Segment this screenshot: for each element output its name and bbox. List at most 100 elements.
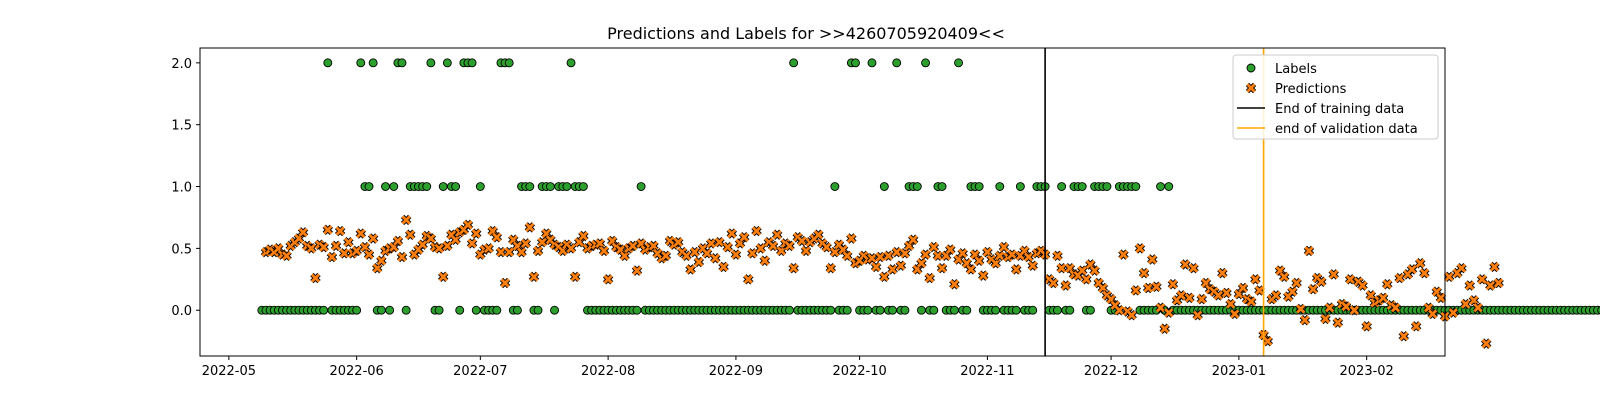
prediction-point bbox=[1180, 259, 1191, 270]
axis-ticks: 0.0 0.5 1.0 1.5 2.0 2022-05 2022-06 2022-07 2022… bbox=[171, 57, 1394, 379]
label-point bbox=[492, 305, 502, 315]
legend-label: End of training data bbox=[1275, 102, 1404, 117]
label-point bbox=[1065, 305, 1075, 315]
label-point bbox=[879, 182, 889, 191]
prediction-point bbox=[367, 233, 379, 244]
label-point bbox=[1077, 182, 1087, 191]
label-point bbox=[352, 305, 362, 315]
prediction-point bbox=[1476, 274, 1488, 285]
prediction-point bbox=[1340, 301, 1352, 312]
prediction-point bbox=[1419, 267, 1430, 279]
prediction-point bbox=[1410, 321, 1422, 332]
prediction-point bbox=[1489, 261, 1500, 273]
prediction-point bbox=[1435, 292, 1447, 304]
label-point bbox=[937, 182, 947, 191]
label-point bbox=[954, 58, 963, 68]
prediction-point bbox=[578, 230, 589, 242]
label-point bbox=[900, 305, 910, 315]
prediction-point bbox=[462, 219, 474, 231]
prediction-point bbox=[450, 234, 461, 245]
prediction-point bbox=[1196, 293, 1207, 305]
prediction-point bbox=[1081, 274, 1092, 285]
prediction-point bbox=[1097, 282, 1109, 294]
prediction-point bbox=[887, 264, 898, 275]
label-point bbox=[385, 305, 395, 315]
x-tick-label: 2022-12 bbox=[1084, 364, 1138, 379]
prediction-point bbox=[945, 244, 956, 255]
label-point bbox=[842, 305, 852, 315]
label-point bbox=[368, 58, 378, 68]
label-point bbox=[550, 305, 559, 315]
prediction-point bbox=[396, 251, 408, 263]
label-point bbox=[974, 182, 984, 191]
prediction-point bbox=[829, 246, 841, 258]
label-point bbox=[533, 305, 543, 315]
prediction-point bbox=[1332, 317, 1344, 328]
prediction-point bbox=[1114, 305, 1125, 316]
prediction-point bbox=[392, 235, 404, 247]
label-point bbox=[434, 305, 444, 315]
prediction-point bbox=[1287, 286, 1298, 297]
prediction-point bbox=[1291, 277, 1302, 289]
prediction-point bbox=[1147, 254, 1158, 265]
prediction-point bbox=[1328, 269, 1339, 280]
prediction-point bbox=[714, 236, 725, 248]
prediction-point bbox=[339, 248, 350, 259]
legend: Labels Predictions End of training data end… bbox=[1232, 54, 1439, 140]
prediction-point bbox=[524, 222, 536, 233]
label-point bbox=[1011, 305, 1021, 315]
prediction-point bbox=[594, 238, 606, 249]
prediction-point bbox=[1320, 313, 1331, 325]
prediction-point bbox=[883, 250, 894, 262]
label-point bbox=[422, 182, 432, 191]
prediction-point bbox=[776, 245, 787, 257]
label-point bbox=[364, 182, 374, 191]
prediction-point bbox=[846, 233, 857, 244]
label-point bbox=[471, 305, 481, 315]
prediction-point bbox=[1361, 321, 1372, 332]
prediction-point bbox=[503, 246, 515, 258]
label-point bbox=[995, 182, 1005, 191]
prediction-point bbox=[425, 233, 437, 244]
prediction-point bbox=[759, 255, 771, 266]
prediction-point bbox=[433, 243, 445, 254]
prediction-point bbox=[400, 214, 412, 226]
prediction-point bbox=[1237, 282, 1249, 294]
prediction-point bbox=[932, 250, 944, 262]
prediction-point bbox=[916, 258, 927, 269]
prediction-point bbox=[1394, 272, 1405, 284]
prediction-point bbox=[1443, 271, 1455, 283]
label-point bbox=[785, 305, 794, 315]
label-point bbox=[921, 58, 931, 68]
prediction-point bbox=[598, 245, 610, 257]
prediction-point bbox=[1130, 285, 1142, 296]
x-tick-label: 2023-02 bbox=[1340, 364, 1394, 379]
prediction-point bbox=[1151, 281, 1162, 292]
prediction-point bbox=[1056, 262, 1067, 274]
prediction-point bbox=[718, 261, 729, 273]
prediction-point bbox=[1060, 280, 1071, 291]
label-point bbox=[888, 305, 898, 315]
label-point bbox=[1156, 182, 1166, 191]
prediction-point bbox=[1295, 303, 1306, 315]
label-point bbox=[323, 58, 333, 68]
prediction-point bbox=[442, 240, 453, 252]
prediction-point bbox=[755, 243, 766, 254]
x-tick-label: 2022-11 bbox=[960, 364, 1014, 379]
prediction-point bbox=[973, 255, 985, 266]
prediction-point bbox=[466, 238, 478, 249]
prediction-point bbox=[499, 277, 511, 289]
label-point bbox=[512, 305, 522, 315]
prediction-point bbox=[297, 227, 309, 238]
label-point bbox=[376, 305, 386, 315]
prediction-point bbox=[602, 274, 614, 285]
prediction-point bbox=[1027, 260, 1038, 271]
prediction-point bbox=[569, 271, 581, 283]
prediction-point bbox=[788, 262, 799, 274]
label-point bbox=[632, 305, 642, 315]
prediction-point bbox=[1278, 271, 1290, 283]
prediction-point bbox=[994, 250, 1005, 262]
x-tick-label: 2022-09 bbox=[709, 364, 763, 379]
prediction-point bbox=[693, 256, 705, 268]
prediction-point bbox=[483, 243, 494, 254]
